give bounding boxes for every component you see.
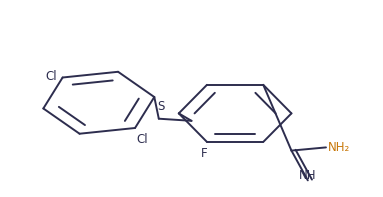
Text: Cl: Cl (137, 133, 149, 146)
Text: NH₂: NH₂ (328, 141, 350, 154)
Text: F: F (201, 147, 207, 160)
Text: Cl: Cl (46, 70, 57, 83)
Text: S: S (157, 100, 164, 113)
Text: NH: NH (299, 169, 317, 182)
